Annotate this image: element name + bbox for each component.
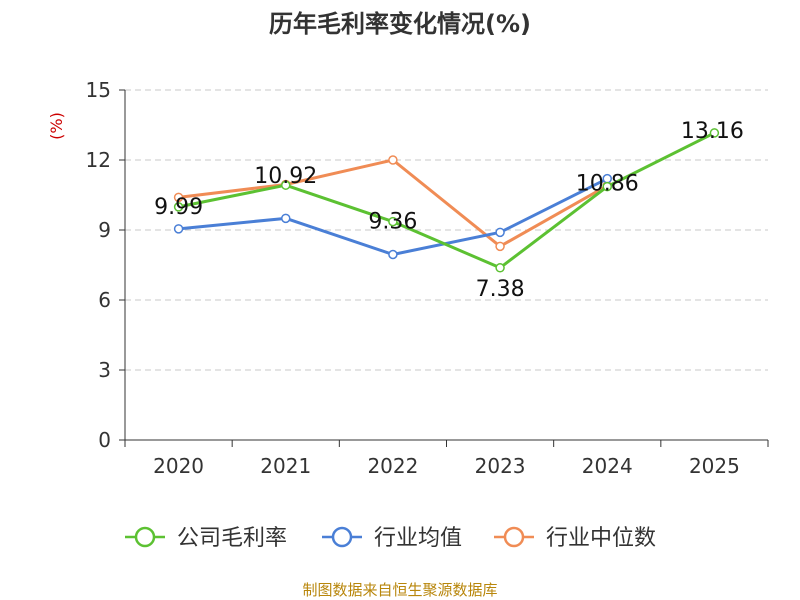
data-point <box>173 224 184 234</box>
chart-title: 历年毛利率变化情况(%) <box>269 10 531 38</box>
data-point <box>173 202 184 212</box>
legend-swatch-marker <box>503 526 525 548</box>
series-lines <box>173 128 720 273</box>
legend-swatch-marker <box>331 526 353 548</box>
data-labels: 9.99 10.92 9.36 7.38 10.86 13.16 <box>154 119 744 302</box>
data-point <box>173 192 184 203</box>
axes: 0 3 6 9 12 15 2020 2021 2022 2023 2024 2025 <box>86 78 769 478</box>
data-label: 13.16 <box>681 119 744 144</box>
legend-swatch-marker <box>134 526 156 548</box>
data-label: 9.99 <box>154 195 203 220</box>
x-tick-label: 2021 <box>260 454 311 478</box>
data-point <box>709 128 720 138</box>
legend-label: 公司毛利率 <box>177 526 287 551</box>
data-point <box>495 263 505 273</box>
data-point <box>602 181 612 192</box>
x-tick-label: 2024 <box>582 454 633 478</box>
source-note: 制图数据来自恒生聚源数据库 <box>302 581 497 599</box>
data-point <box>388 216 398 227</box>
x-tick-label: 2022 <box>367 454 418 478</box>
data-label: 10.92 <box>254 164 317 189</box>
data-label: 7.38 <box>476 277 525 302</box>
y-tick-label: 9 <box>98 218 111 242</box>
y-tick-label: 6 <box>98 288 111 312</box>
y-axis-label: (%) <box>47 112 66 140</box>
series-line <box>178 131 716 270</box>
y-tick-label: 3 <box>98 358 111 382</box>
y-tick-label: 12 <box>86 148 111 172</box>
y-tick-label: 15 <box>86 78 111 102</box>
data-label: 10.86 <box>576 172 639 197</box>
x-tick-label: 2023 <box>475 454 526 478</box>
legend-label: 行业中位数 <box>546 526 656 551</box>
gridlines <box>125 89 768 371</box>
data-point <box>281 180 291 190</box>
data-label: 9.36 <box>368 210 417 235</box>
data-point <box>495 227 505 238</box>
data-point <box>388 155 398 165</box>
data-point <box>281 213 291 224</box>
y-tick-label: 0 <box>98 428 111 452</box>
x-tick-label: 2025 <box>689 454 740 478</box>
data-point <box>388 249 398 260</box>
legend-label: 行业均值 <box>374 526 462 551</box>
x-tick-label: 2020 <box>153 454 204 478</box>
legend: 公司毛利率 行业均值 行业中位数 <box>125 526 656 551</box>
data-point <box>495 241 505 252</box>
